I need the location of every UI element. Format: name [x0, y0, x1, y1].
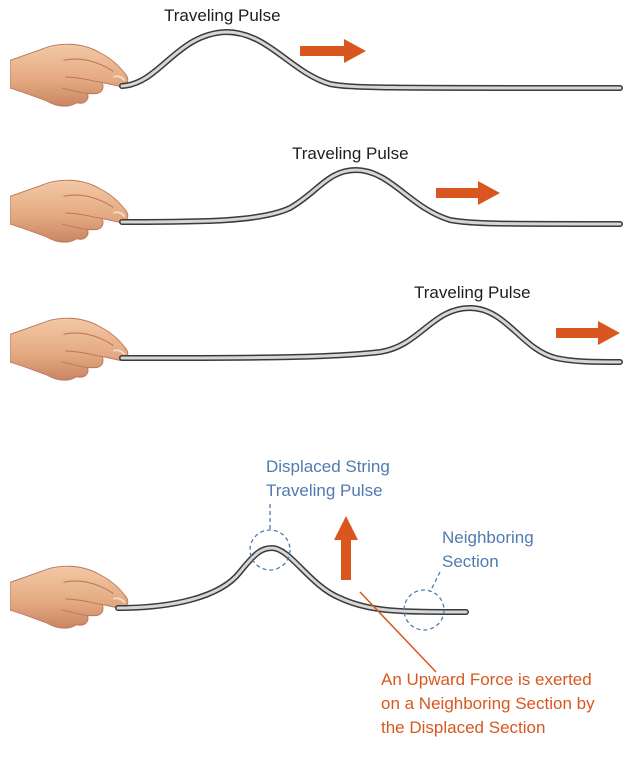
hand-icon	[10, 317, 129, 382]
force-label-line-1: An Upward Force is exerted	[381, 670, 592, 689]
neighbor-leader-line	[429, 571, 441, 593]
neighboring-section-label: Neighboring Section	[442, 526, 534, 574]
force-label-line-2: on a Neighboring Section by	[381, 694, 595, 713]
neighboring-section-circle	[403, 589, 445, 631]
arrow-right-icon	[556, 321, 620, 345]
string-2	[120, 168, 622, 226]
panel-3	[10, 304, 623, 382]
string-4	[116, 546, 468, 614]
pulse-label-3: Traveling Pulse	[414, 283, 531, 302]
pulse-label-1: Traveling Pulse	[164, 6, 281, 25]
displaced-string-label: Displaced String Traveling Pulse	[266, 455, 390, 503]
displaced-label-line-2: Traveling Pulse	[266, 481, 383, 500]
hand-icon	[10, 43, 129, 108]
force-label-line-3: the Displaced Section	[381, 718, 546, 737]
arrow-right-icon	[436, 181, 500, 205]
string-2-outline	[119, 166, 623, 227]
pulse-label-2: Traveling Pulse	[292, 144, 409, 163]
hand-icon	[10, 565, 129, 630]
string-1	[120, 30, 622, 90]
panel-4	[10, 504, 469, 673]
neighbor-label-line-1: Neighboring	[442, 528, 534, 547]
panel-2	[10, 166, 623, 244]
upward-force-label: An Upward Force is exerted on a Neighbor…	[381, 668, 595, 740]
displaced-section-circle	[249, 529, 291, 571]
neighbor-label-line-2: Section	[442, 552, 499, 571]
force-leader-line	[359, 591, 437, 673]
arrow-right-icon	[300, 39, 366, 63]
displaced-label-line-1: Displaced String	[266, 457, 390, 476]
panel-1	[10, 28, 623, 108]
arrow-up-icon	[334, 516, 358, 580]
string-3	[120, 306, 622, 364]
hand-icon	[10, 179, 129, 244]
